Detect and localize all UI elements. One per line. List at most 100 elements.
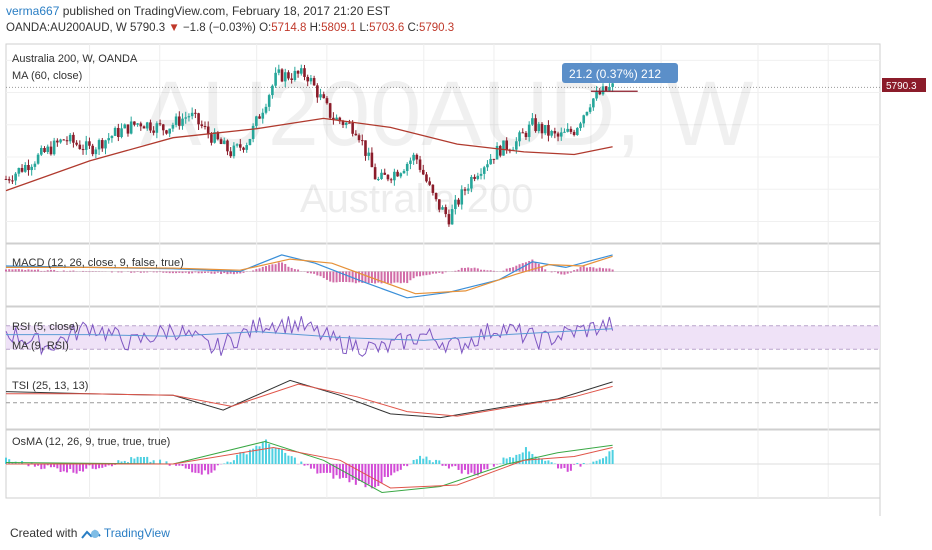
candle-body xyxy=(174,116,178,125)
macd-histogram-bar xyxy=(460,267,463,272)
osma-histogram-bar xyxy=(98,464,101,469)
macd-histogram-bar xyxy=(261,266,264,272)
macd-histogram-bar xyxy=(483,269,486,272)
macd-histogram-bar xyxy=(281,262,284,272)
candle-body xyxy=(171,124,175,129)
osma-histogram-bar xyxy=(72,464,75,473)
candle-body xyxy=(152,130,155,133)
macd-histogram-bar xyxy=(393,271,396,283)
macd-histogram-bar xyxy=(441,271,444,274)
author-link[interactable]: verma667 xyxy=(6,4,60,18)
candle-body xyxy=(498,145,502,156)
osma-histogram-bar xyxy=(531,453,534,464)
macd-histogram-bar xyxy=(325,271,328,280)
macd-histogram-bar xyxy=(168,271,171,274)
candle-body xyxy=(437,199,441,210)
candle-body xyxy=(460,189,464,205)
macd-histogram-bar xyxy=(146,271,149,273)
candle-body xyxy=(84,141,88,150)
osma-histogram-bar xyxy=(229,462,232,464)
price-tag: 5790.3 xyxy=(886,81,917,92)
osma-histogram-bar xyxy=(46,464,49,466)
osma-histogram-bar xyxy=(242,452,245,464)
candle-body xyxy=(264,106,268,113)
candle-body xyxy=(588,107,592,112)
osma-histogram-bar xyxy=(207,464,210,475)
macd-histogram-bar xyxy=(319,271,322,277)
candle-body xyxy=(52,140,56,155)
osma-histogram-bar xyxy=(101,464,104,468)
candle-body xyxy=(364,140,367,156)
macd-histogram-bar xyxy=(585,267,588,272)
candle-body xyxy=(222,140,226,145)
candle-body xyxy=(492,158,496,160)
candle-body xyxy=(341,121,345,125)
macd-histogram-bar xyxy=(386,271,389,284)
osma-histogram-bar xyxy=(178,464,181,466)
osma-histogram-bar xyxy=(264,439,267,464)
macd-histogram-bar xyxy=(595,268,598,272)
last-price: 5790.3 xyxy=(129,22,166,34)
candle-body xyxy=(495,145,499,160)
macd-histogram-bar xyxy=(290,267,293,272)
candle-body xyxy=(158,123,162,125)
candle-body xyxy=(425,174,428,182)
osma-histogram-bar xyxy=(544,460,547,464)
macd-histogram-bar xyxy=(229,271,232,274)
macd-histogram-bar xyxy=(435,271,438,274)
osma-histogram-bar xyxy=(505,458,508,464)
candle-body xyxy=(415,154,419,160)
candle-body xyxy=(190,112,194,117)
candle-body xyxy=(78,144,82,150)
candle-body xyxy=(23,164,27,172)
osma-histogram-bar xyxy=(236,454,239,464)
candle-body xyxy=(239,144,242,148)
macd-histogram-bar xyxy=(518,264,521,272)
candle-body xyxy=(338,117,342,122)
candle-body xyxy=(303,68,306,77)
osma-histogram-bar xyxy=(277,448,280,464)
osma-histogram-bar xyxy=(110,464,113,467)
macd-histogram-bar xyxy=(598,267,601,272)
osma-histogram-bar xyxy=(399,464,402,470)
osma-histogram-bar xyxy=(451,464,454,467)
candle-body xyxy=(393,171,396,181)
candle-body xyxy=(20,167,24,172)
osma-histogram-bar xyxy=(213,464,216,471)
candle-body xyxy=(319,94,322,98)
macd-histogram-bar xyxy=(213,271,216,274)
osma-histogram-bar xyxy=(149,461,152,464)
macd-histogram-bar xyxy=(306,271,309,274)
osma-histogram-bar xyxy=(508,457,511,464)
macd-histogram-bar xyxy=(210,271,213,274)
symbol-header: OANDA:AU200AUD, W 5790.3 ▼ −1.8 (−0.03%)… xyxy=(6,22,454,34)
osma-histogram-bar xyxy=(78,464,81,472)
macd-histogram-bar xyxy=(268,265,271,272)
candle-body xyxy=(206,126,210,135)
macd-histogram-bar xyxy=(383,271,386,283)
osma-histogram-bar xyxy=(120,461,123,464)
osma-histogram-bar xyxy=(59,464,62,473)
candle-body xyxy=(274,72,277,86)
macd-histogram-bar xyxy=(120,271,123,273)
candle-body xyxy=(450,209,454,225)
osma-histogram-bar xyxy=(524,447,527,464)
macd-histogram-bar xyxy=(419,271,422,277)
osma-histogram-bar xyxy=(550,462,553,464)
tradingview-brand[interactable]: TradingView xyxy=(103,526,170,540)
macd-histogram-bar xyxy=(82,270,85,272)
osma-histogram-bar xyxy=(62,464,65,472)
candle-body xyxy=(142,126,146,129)
osma-histogram-bar xyxy=(232,460,235,464)
candle-body xyxy=(457,199,460,205)
macd-line xyxy=(5,254,613,299)
osma-histogram-bar xyxy=(268,444,271,464)
macd-histogram-bar xyxy=(335,271,338,283)
macd-histogram-bar xyxy=(46,270,49,272)
candle-body xyxy=(197,113,200,125)
osma-histogram-bar xyxy=(136,456,139,464)
candle-body xyxy=(399,173,403,177)
candle-body xyxy=(129,121,133,134)
macd-histogram-bar xyxy=(293,269,296,272)
